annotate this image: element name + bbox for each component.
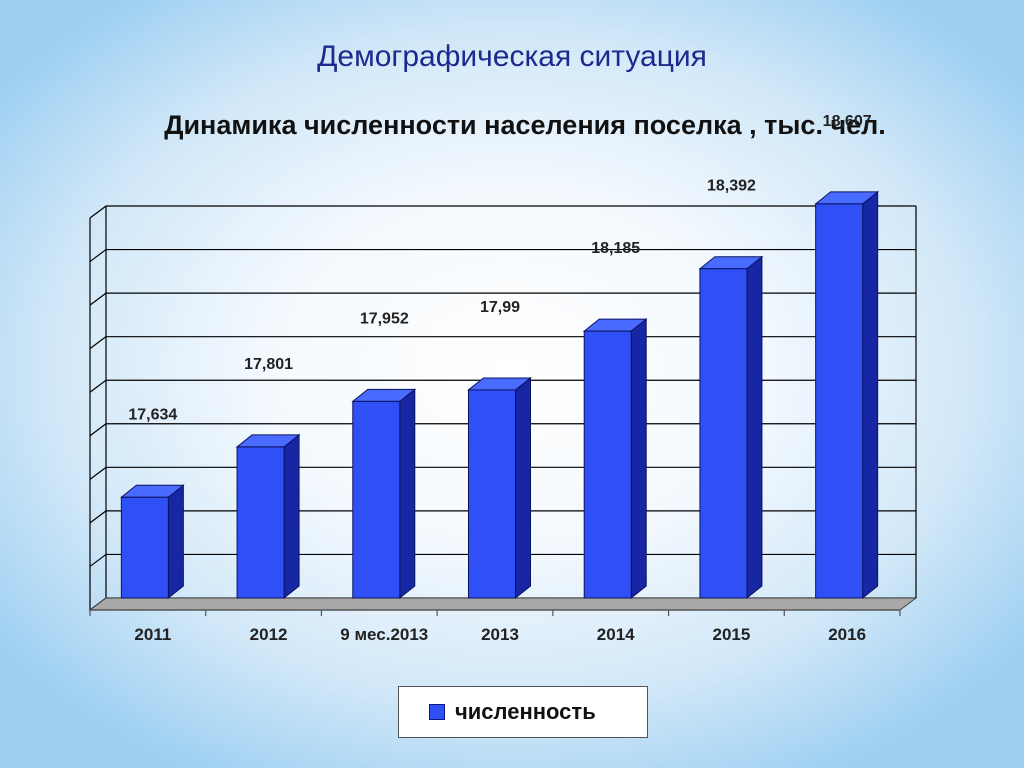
gridline-side	[89, 249, 107, 263]
gridline-side	[89, 336, 107, 350]
gridline-side	[89, 292, 107, 306]
bar	[699, 268, 748, 599]
bar-side	[515, 376, 531, 600]
chart-title: Динамика численности населения поселка ,…	[164, 110, 886, 140]
x-tick-label: 2016	[828, 625, 866, 644]
data-label: 17,99	[480, 299, 520, 316]
data-label: 18,392	[707, 178, 756, 195]
bar-side	[283, 433, 300, 600]
page-title: Демографическая ситуация	[317, 40, 707, 73]
bar	[120, 496, 169, 599]
x-tick-label: 9 мес.2013	[340, 625, 428, 644]
bar	[583, 330, 632, 599]
x-tick-label: 2014	[597, 625, 635, 644]
x-tick-label: 2011	[134, 625, 171, 644]
data-label: 18,607	[823, 113, 872, 130]
legend-label: численность	[455, 699, 596, 724]
data-label: 17,952	[360, 310, 409, 327]
bar	[468, 389, 516, 599]
data-label: 17,801	[244, 356, 293, 373]
gridline-side	[89, 423, 107, 437]
bar-side	[399, 388, 416, 600]
gridline-side	[89, 510, 107, 524]
data-label: 17,634	[128, 406, 177, 423]
bar-side	[746, 255, 763, 600]
gridline-side	[89, 379, 107, 393]
x-tick-label: 2015	[713, 625, 751, 644]
bar-side	[630, 318, 647, 600]
bar	[815, 203, 864, 599]
x-tick-label: 2013	[481, 625, 519, 644]
data-label: 18,185	[591, 240, 640, 257]
gridline-side	[89, 466, 107, 480]
x-tick-label: 2012	[250, 625, 288, 644]
legend-swatch	[429, 704, 445, 720]
bar-side	[167, 484, 184, 600]
bar	[236, 446, 285, 599]
bar	[352, 400, 401, 599]
chart-legend: численность	[398, 686, 648, 738]
gridline-side	[89, 553, 107, 567]
chart-floor	[88, 597, 918, 611]
gridline-side	[89, 205, 107, 219]
bar-side	[862, 190, 879, 600]
